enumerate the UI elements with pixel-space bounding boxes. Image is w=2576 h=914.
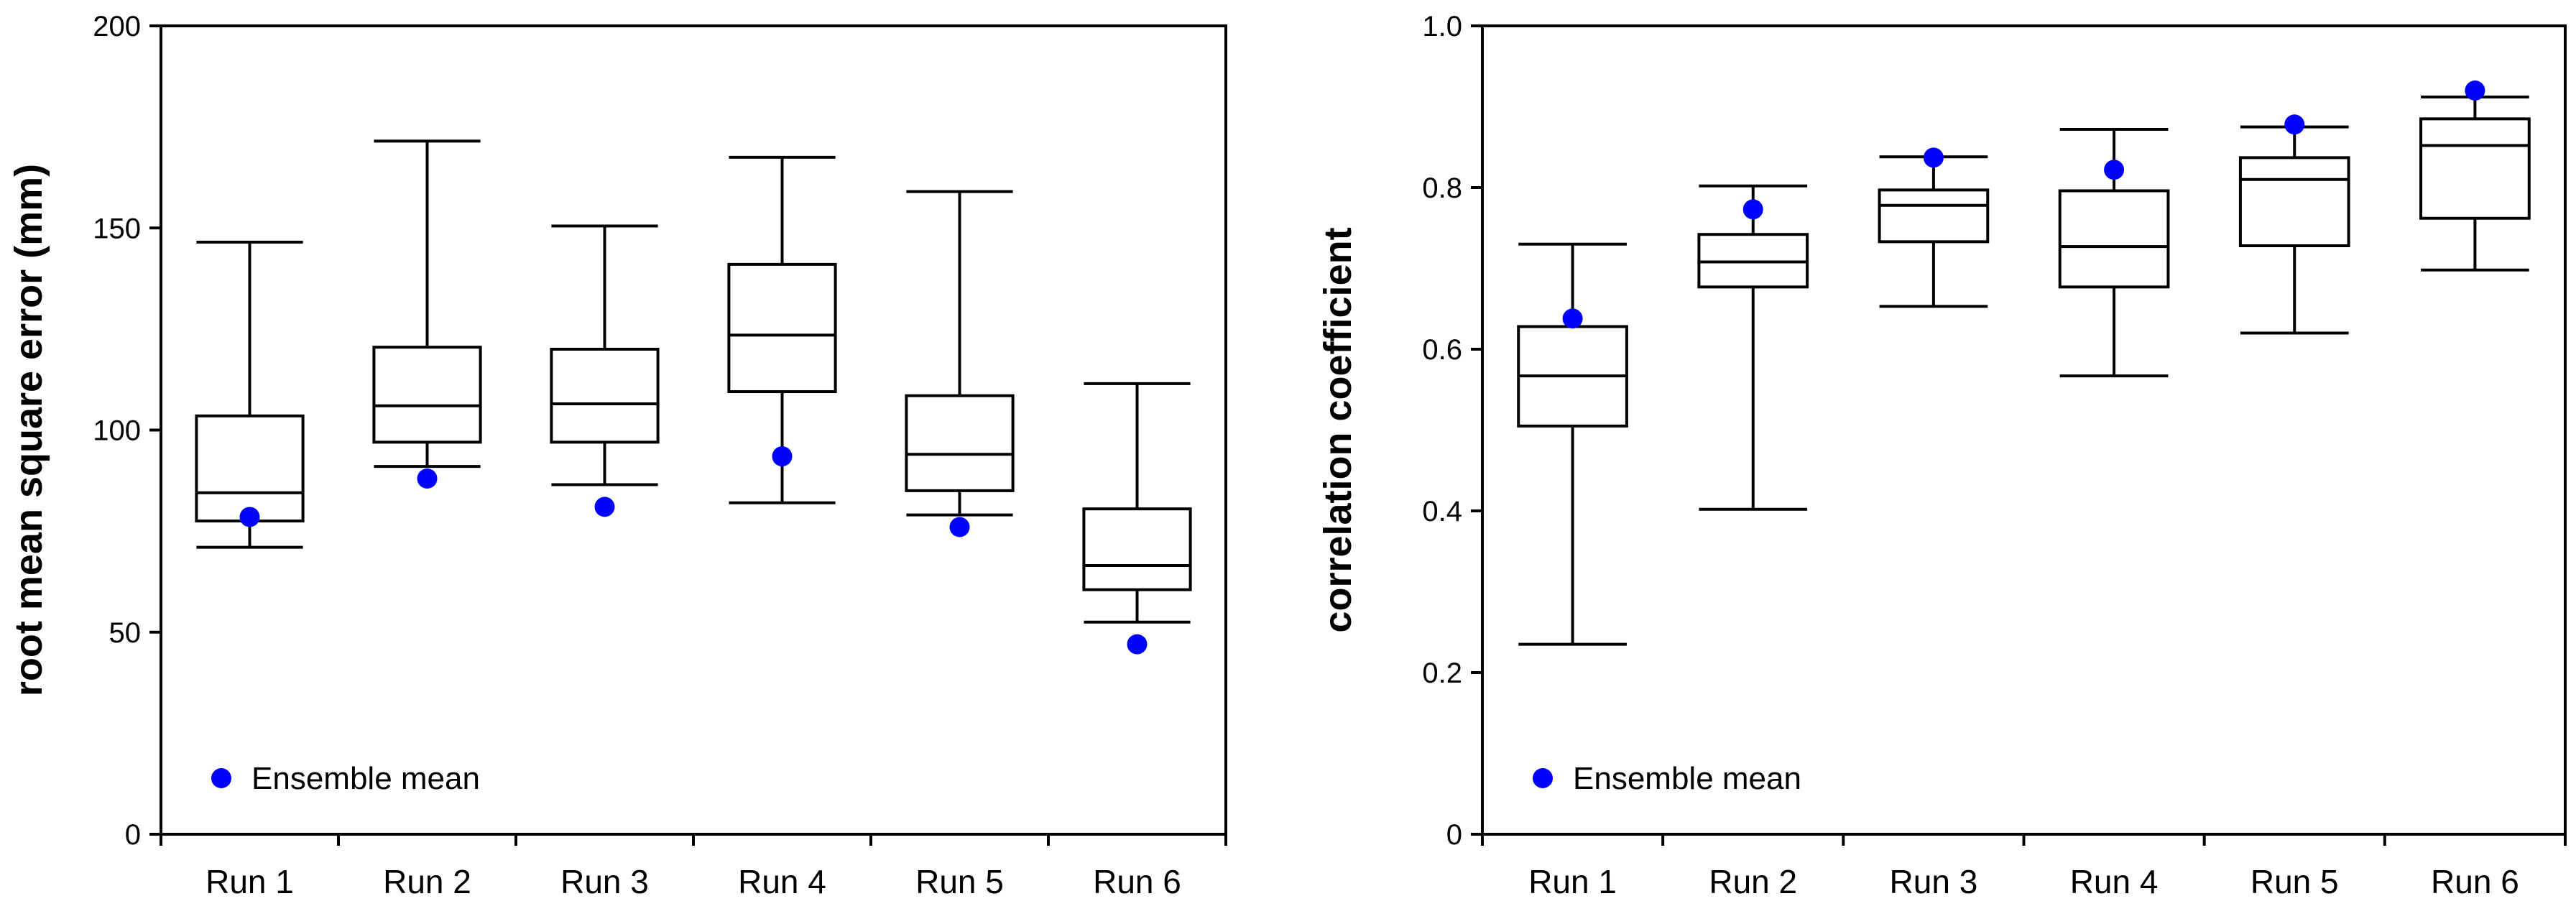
iqr-box <box>905 394 1015 492</box>
x-tick-label: Run 1 <box>206 863 294 900</box>
legend: Ensemble mean <box>211 761 480 796</box>
x-tick-label: Run 3 <box>1890 863 1978 900</box>
ensemble-mean-point <box>1127 634 1148 655</box>
ensemble-mean-point <box>1742 199 1763 220</box>
iqr-box <box>1082 507 1192 591</box>
y-tick-label: 1.0 <box>1422 11 1462 42</box>
y-tick-label: 100 <box>93 415 141 447</box>
ensemble-mean-point <box>417 468 438 489</box>
x-tick-label: Run 3 <box>560 863 649 900</box>
ensemble-mean-point <box>594 497 615 517</box>
ensemble-mean-point <box>239 507 260 527</box>
x-tick-label: Run 5 <box>915 863 1004 900</box>
x-tick-label: Run 2 <box>1709 863 1797 900</box>
y-tick-label: 0.2 <box>1422 657 1462 689</box>
y-axis-label: correlation coefficient <box>1316 227 1359 632</box>
box-5 <box>2238 125 2350 335</box>
legend: Ensemble mean <box>1533 761 1801 796</box>
box-3 <box>550 224 660 486</box>
iqr-box <box>2058 189 2170 289</box>
chart-2: 0 0.2 0.4 0.6 0.8 1.0 Run 1 Run 2 Run 3 Run 4 Run … <box>1316 11 2567 900</box>
plot-frame <box>1481 24 2567 836</box>
x-tick-label: Run 6 <box>1093 863 1181 900</box>
legend-label: Ensemble mean <box>251 761 480 796</box>
box-2 <box>1697 184 1809 511</box>
y-tick-label: 0.6 <box>1422 334 1462 366</box>
plot-frame <box>160 24 1227 836</box>
legend-marker <box>1533 768 1553 788</box>
ensemble-mean-point <box>2465 80 2485 101</box>
iqr-box <box>2238 156 2350 247</box>
y-tick-label: 0 <box>1446 819 1462 851</box>
x-tick-label: Run 5 <box>2250 863 2339 900</box>
ensemble-mean-point <box>1923 147 1944 168</box>
y-tick-label: 0 <box>125 819 141 851</box>
box-6 <box>1082 382 1192 624</box>
box-3 <box>1878 155 1990 308</box>
ensemble-mean-point <box>2104 160 2125 180</box>
x-tick-label: Run 4 <box>2070 863 2159 900</box>
ensemble-mean-point <box>1562 308 1583 329</box>
box-2 <box>372 139 482 468</box>
legend-marker <box>211 768 231 788</box>
chart-1: 0 50 100 150 200 Run 1 Run 2 Run 3 Run 4 Run 5 Run… <box>7 11 1227 900</box>
iqr-box <box>195 414 305 523</box>
ensemble-mean-point <box>772 446 793 467</box>
x-tick-label: Run 6 <box>2431 863 2519 900</box>
x-tick-label: Run 1 <box>1528 863 1617 900</box>
x-tick-label: Run 2 <box>383 863 471 900</box>
box-6 <box>2419 96 2531 272</box>
iqr-box <box>727 262 837 394</box>
y-tick-label: 50 <box>109 617 142 649</box>
y-tick-label: 0.8 <box>1422 172 1462 204</box>
box-1 <box>1517 242 1628 646</box>
y-tick-label: 0.4 <box>1422 496 1462 527</box>
y-axis-label: root mean square error (mm) <box>7 164 50 696</box>
y-tick-label: 150 <box>93 213 141 244</box>
ensemble-mean-point <box>2284 114 2305 135</box>
box-4 <box>727 155 837 504</box>
y-tick-label: 200 <box>93 11 141 42</box>
box-5 <box>905 190 1015 517</box>
iqr-box <box>1878 188 1990 244</box>
legend-label: Ensemble mean <box>1573 761 1801 796</box>
box-1 <box>195 240 305 549</box>
iqr-box <box>372 346 482 444</box>
iqr-box <box>2419 117 2531 220</box>
iqr-box <box>550 348 660 444</box>
x-tick-label: Run 4 <box>738 863 826 900</box>
ensemble-mean-point <box>949 517 970 537</box>
